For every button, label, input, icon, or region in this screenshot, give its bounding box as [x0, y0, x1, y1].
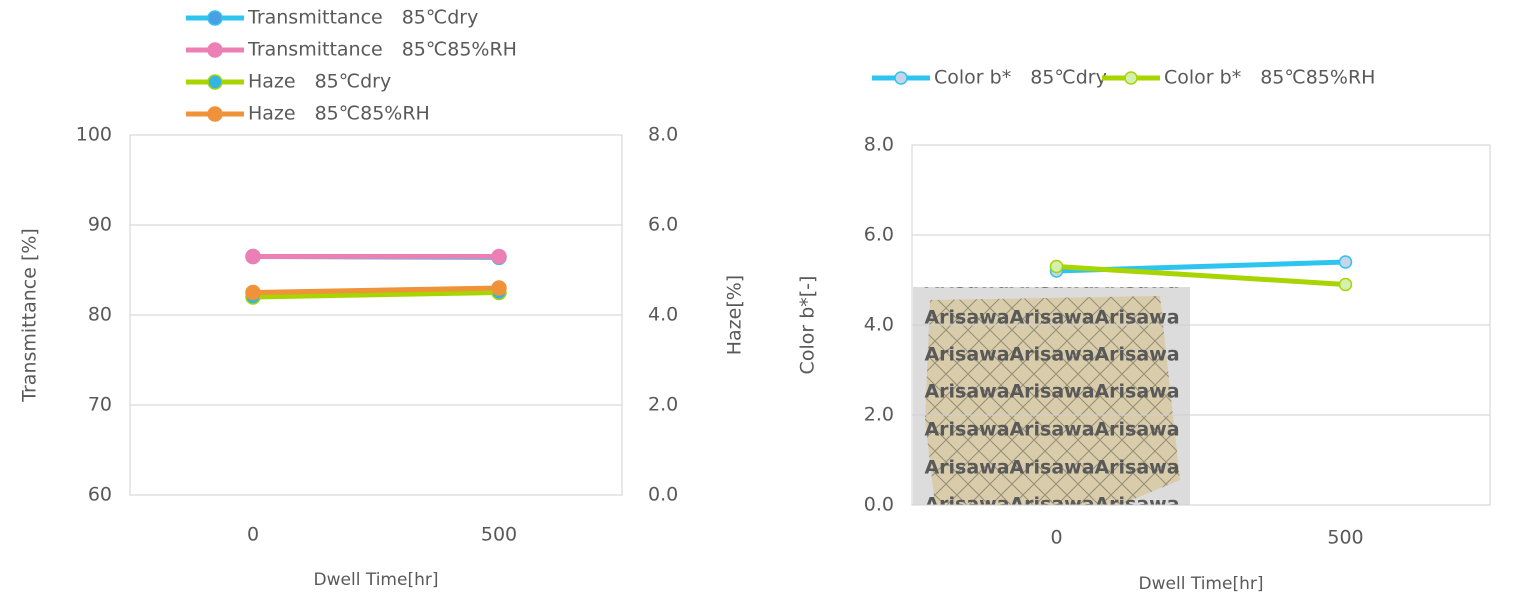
photo-text: Arisawa [924, 271, 1009, 293]
legend-marker [207, 106, 223, 122]
photo-text: Arisawa [1009, 494, 1094, 516]
y-tick-label: 70 [88, 394, 112, 416]
series-line [1056, 264, 1346, 287]
y-tick-label: 80 [88, 304, 112, 326]
legend-marker [1124, 71, 1138, 85]
y-tick-label: 100 [76, 124, 112, 146]
photo-text: Arisawa [924, 419, 1009, 441]
y2-tick-label: 8.0 [648, 124, 678, 146]
photo-text: Arisawa [1009, 381, 1094, 403]
photo-text: Arisawa [1009, 307, 1094, 329]
legend-marker [894, 71, 908, 85]
y-tick-label: 60 [88, 484, 112, 506]
data-point [1338, 277, 1353, 292]
y2-tick-label: 6.0 [648, 214, 678, 236]
photo-text: Arisawa [924, 307, 1009, 329]
x-axis-label: Dwell Time[hr] [1139, 574, 1264, 594]
legend-label: Transmittance 85℃dry [247, 7, 478, 29]
y-tick-label: 90 [88, 214, 112, 236]
photo-text: Arisawa [1009, 457, 1094, 479]
photo-text: Arisawa [1094, 457, 1179, 479]
x-tick-label: 500 [1327, 527, 1363, 549]
legend-marker [207, 74, 223, 90]
y-tick-label: 4.0 [864, 314, 894, 336]
photo-text: Arisawa [924, 344, 1009, 366]
legend-label: Color b* 85℃85%RH [1164, 67, 1375, 89]
series-line [252, 290, 500, 300]
photo-text: Arisawa [1094, 494, 1179, 516]
x-tick-label: 0 [247, 524, 259, 546]
photo-text: Arisawa [924, 457, 1009, 479]
legend-label: Color b* 85℃dry [934, 67, 1107, 89]
plot-frame [129, 134, 623, 496]
y-tick-label: 0.0 [864, 494, 894, 516]
y-tick-label: 8.0 [864, 134, 894, 156]
y-axis-label: Transmittance [%] [19, 228, 41, 403]
data-point [1338, 255, 1353, 269]
photo-text: Arisawa [1094, 419, 1179, 441]
data-point [491, 248, 507, 265]
photo-text: Arisawa [1009, 344, 1094, 366]
photo-text: Arisawa [1009, 271, 1094, 293]
x-tick-label: 500 [481, 524, 517, 546]
data-point [245, 284, 261, 301]
data-point [491, 280, 507, 296]
y-axis-label: Color b*[-] [797, 276, 819, 375]
data-point [245, 248, 261, 265]
photo-text: Arisawa [1094, 307, 1179, 329]
legend-marker [207, 42, 223, 58]
data-point [1049, 259, 1064, 274]
y2-axis-label: Haze[%] [724, 275, 746, 355]
series-line [252, 285, 500, 295]
y2-tick-label: 4.0 [648, 304, 678, 326]
legend-label: Transmittance 85℃85%RH [247, 39, 517, 61]
photo-text: Arisawa [1094, 344, 1179, 366]
photo-text: Arisawa [1094, 271, 1179, 293]
plot-frame [911, 144, 1491, 506]
x-axis-label: Dwell Time[hr] [314, 570, 439, 590]
y-tick-label: 6.0 [864, 224, 894, 246]
photo-text: Arisawa [1094, 381, 1179, 403]
y2-tick-label: 0.0 [648, 484, 678, 506]
legend-marker [207, 10, 223, 26]
legend-label: Haze 85℃85%RH [248, 103, 430, 125]
y-tick-label: 2.0 [864, 404, 894, 426]
y2-tick-label: 2.0 [648, 394, 678, 416]
legend-label: Haze 85℃dry [248, 71, 391, 93]
photo-text: Arisawa [1009, 419, 1094, 441]
photo-text: Arisawa [924, 381, 1009, 403]
photo-text: Arisawa [924, 494, 1009, 516]
x-tick-label: 0 [1050, 527, 1062, 549]
